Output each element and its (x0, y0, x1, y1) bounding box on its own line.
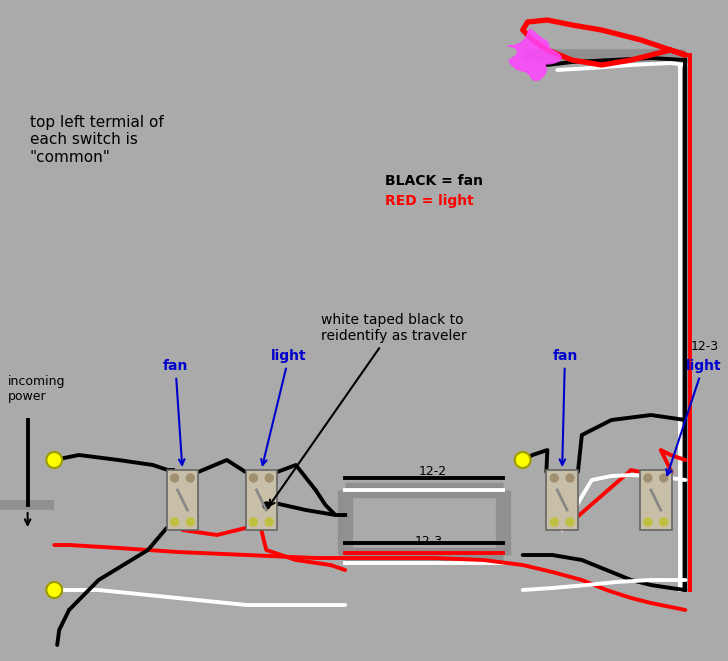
FancyBboxPatch shape (546, 470, 578, 530)
Text: light: light (666, 359, 721, 475)
Text: RED = light: RED = light (384, 194, 473, 208)
Circle shape (644, 518, 652, 526)
Text: fan: fan (553, 349, 577, 465)
Circle shape (170, 518, 178, 526)
FancyBboxPatch shape (640, 470, 672, 530)
Text: incoming
power: incoming power (8, 375, 66, 403)
Circle shape (250, 518, 258, 526)
Circle shape (550, 474, 558, 482)
Text: 12-3: 12-3 (414, 535, 443, 548)
Polygon shape (508, 30, 561, 81)
Circle shape (265, 518, 273, 526)
Circle shape (250, 474, 258, 482)
Text: fan: fan (163, 359, 188, 465)
Circle shape (170, 474, 178, 482)
Circle shape (186, 518, 194, 526)
FancyBboxPatch shape (167, 470, 198, 530)
Text: white taped black to
reidentify as traveler: white taped black to reidentify as trave… (269, 313, 466, 506)
Circle shape (566, 518, 574, 526)
Text: top left termial of
each switch is
"common": top left termial of each switch is "comm… (30, 115, 163, 165)
Circle shape (186, 474, 194, 482)
Circle shape (566, 474, 574, 482)
Circle shape (265, 474, 273, 482)
Text: 12-3: 12-3 (690, 340, 719, 353)
Circle shape (660, 518, 668, 526)
FancyBboxPatch shape (245, 470, 277, 530)
Text: BLACK = fan: BLACK = fan (384, 174, 483, 188)
Circle shape (644, 474, 652, 482)
Circle shape (660, 474, 668, 482)
Circle shape (47, 452, 62, 468)
Text: light: light (261, 349, 306, 465)
Circle shape (515, 452, 531, 468)
Circle shape (47, 582, 62, 598)
Text: 12-2: 12-2 (419, 465, 447, 478)
Circle shape (550, 518, 558, 526)
